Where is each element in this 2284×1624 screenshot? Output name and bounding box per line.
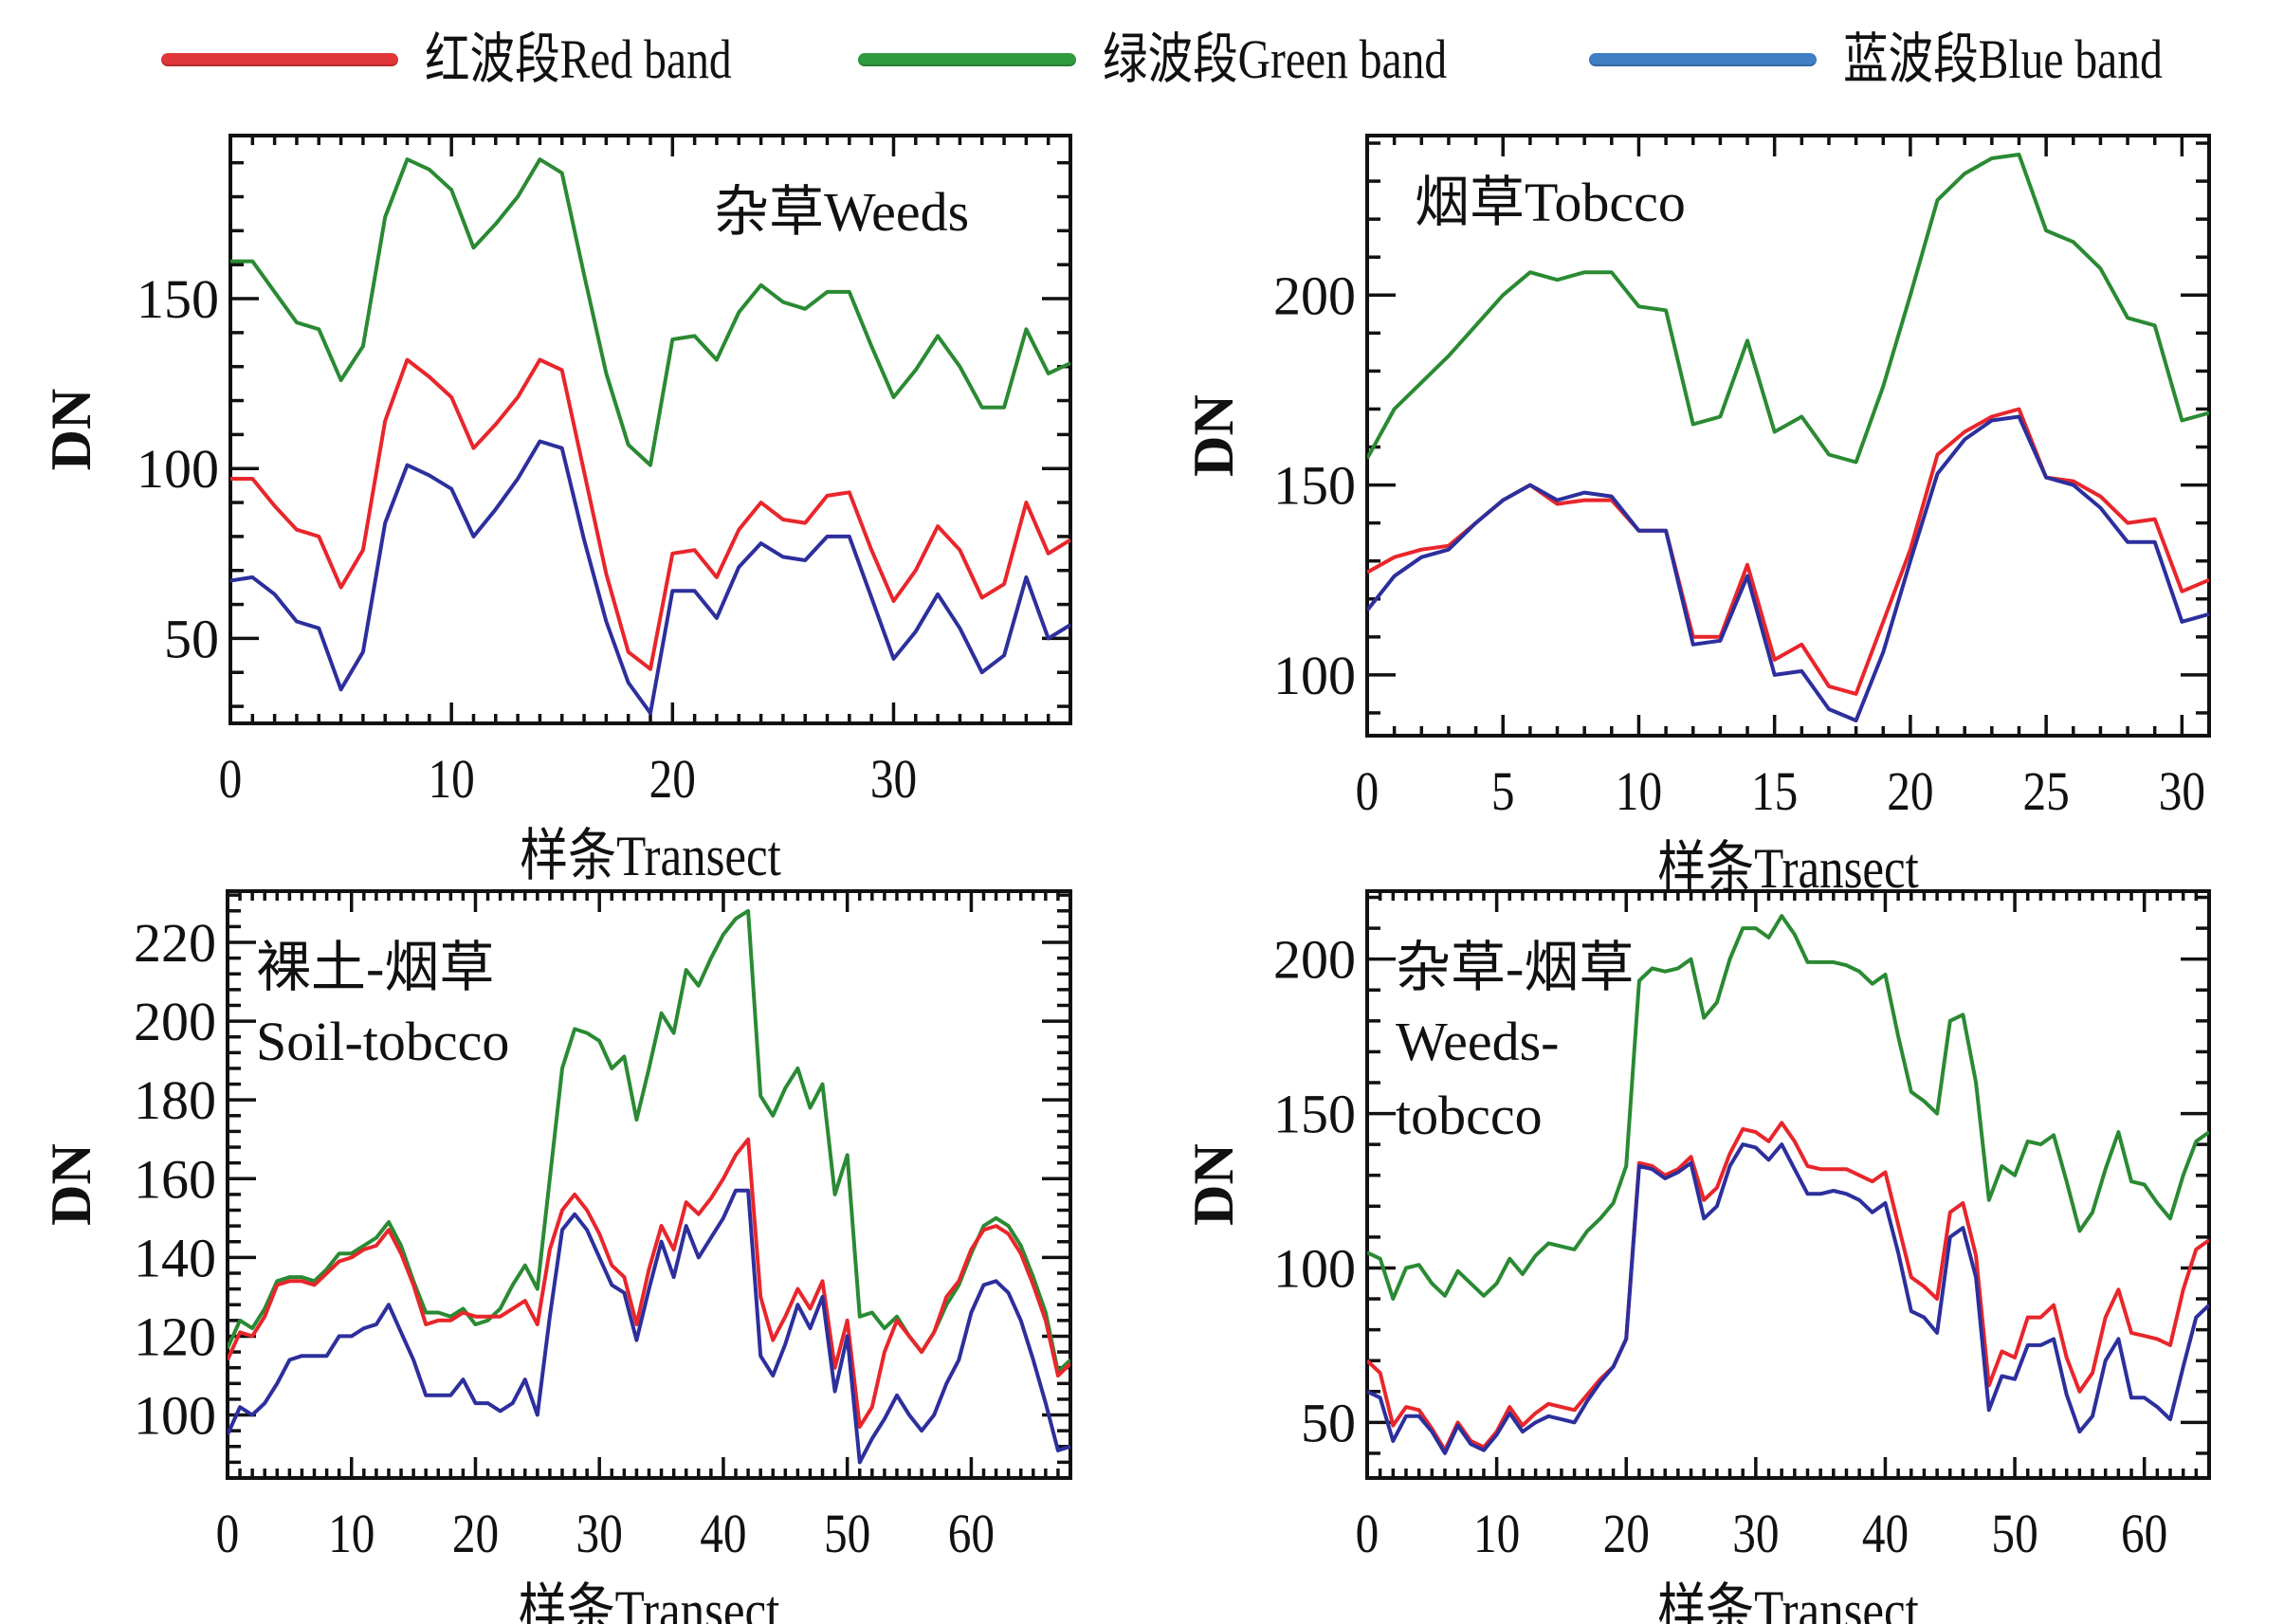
x-tick-label: 30 [576, 1503, 623, 1564]
y-tick-label: 140 [134, 1227, 216, 1288]
plot-frame [226, 889, 1072, 1480]
panel-title: 杂草Weeds [714, 181, 969, 243]
x-tick-label: 10 [1473, 1503, 1520, 1564]
legend-swatch-blue [1589, 53, 1817, 66]
legend-swatch-red [161, 53, 398, 66]
y-tick-label: 200 [134, 991, 216, 1052]
x-axis-title: 样条Transect [520, 825, 781, 888]
y-tick-label: 200 [1273, 265, 1356, 326]
y-tick-label: 100 [134, 1385, 216, 1447]
legend-label-blue: 蓝波段Blue band [1843, 28, 2163, 90]
y-axis-title: DN [1182, 1143, 1245, 1226]
x-tick-label: 30 [2159, 760, 2205, 822]
x-tick-label: 0 [219, 748, 243, 810]
x-tick-label: 0 [216, 1503, 240, 1564]
plot-frame [1365, 134, 2211, 738]
x-tick-label: 40 [700, 1503, 746, 1564]
y-tick-label: 150 [1273, 1084, 1356, 1145]
legend-label-red: 红波段Red band [425, 28, 732, 90]
series-line-red [1367, 1121, 2209, 1452]
y-axis-title: DN [40, 389, 102, 471]
series-line-red [230, 357, 1070, 671]
chart-panel-1: 0 10 20 30 50 100 150 样条Transect DN 杂草Weeds [40, 134, 1072, 888]
legend-item-green: 绿波段Green band [858, 27, 1523, 93]
panel-title-line: tobcco [1396, 1085, 1543, 1146]
x-tick-label: 25 [2022, 760, 2069, 822]
chart-panel-2: 0 5 10 15 20 25 30100150200样条TransectDN烟草Tobcc… [1182, 134, 2211, 901]
panel-title: 裸土-烟草 [256, 937, 494, 998]
x-tick-label: 0 [1356, 760, 1380, 822]
x-tick-label: 60 [2121, 1503, 2167, 1564]
y-tick-label: 150 [1273, 455, 1356, 517]
panel-title-line: Soil-tobcco [256, 1011, 509, 1072]
panel-title-line: Weeds- [1396, 1011, 1559, 1072]
x-tick-label: 20 [1603, 1503, 1650, 1564]
legend-label-green: 绿波段Green band [1103, 28, 1448, 90]
x-tick-label: 60 [948, 1503, 995, 1564]
x-tick-label: 10 [429, 748, 475, 810]
legend-item-red: 红波段Red band [161, 27, 799, 93]
x-tick-label: 10 [1616, 760, 1662, 822]
x-tick-label: 50 [1991, 1503, 2037, 1564]
x-tick-label: 5 [1491, 760, 1515, 822]
series-line-blue [228, 1188, 1070, 1465]
y-axis-title: DN [1182, 394, 1245, 477]
series-line-blue [230, 439, 1070, 716]
y-tick-label: 200 [1273, 929, 1356, 991]
x-tick-label: 40 [1862, 1503, 1909, 1564]
x-tick-label: 30 [1732, 1503, 1779, 1564]
x-tick-label: 15 [1751, 760, 1798, 822]
series-line-blue [1367, 1142, 2209, 1455]
legend-item-blue: 蓝波段Blue band [1589, 27, 2233, 93]
x-tick-label: 30 [870, 748, 917, 810]
x-tick-label: 20 [1887, 760, 1933, 822]
plot-frame [228, 134, 1072, 725]
x-axis-title: 样条Transect [519, 1579, 780, 1624]
y-tick-label: 120 [134, 1305, 216, 1367]
y-tick-label: 50 [164, 608, 219, 669]
y-axis-title: DN [40, 1143, 102, 1226]
chart-panel-3: 0 10 20 30 40 50 60 100 120 140 160 180 200 220 样条Tran… [40, 889, 1072, 1624]
series-line-green [1367, 153, 2209, 465]
series-line-green [1367, 914, 2209, 1301]
legend: 红波段Red band 绿波段Green band 蓝波段Blue band [0, 0, 2284, 123]
series-line-green [230, 157, 1070, 467]
y-tick-label: 160 [134, 1148, 216, 1210]
y-tick-label: 180 [134, 1069, 216, 1131]
panel-title: 烟草Tobcco [1415, 172, 1686, 233]
x-tick-label: 10 [328, 1503, 375, 1564]
x-tick-label: 50 [824, 1503, 870, 1564]
series-line-red [228, 1137, 1070, 1429]
y-tick-label: 100 [1273, 645, 1356, 706]
series-line-blue [1367, 414, 2209, 722]
y-tick-label: 150 [137, 268, 219, 330]
x-axis-title: 样条Transect [1657, 1579, 1919, 1624]
y-tick-label: 50 [1301, 1392, 1356, 1453]
y-tick-label: 220 [134, 912, 216, 974]
legend-swatch-green [858, 53, 1076, 66]
x-tick-label: 20 [649, 748, 696, 810]
chart-panel-4: 0 10 20 30 40 50 60 50 100 150 200 样条Transect DN 杂草-烟… [1182, 889, 2211, 1624]
x-tick-label: 0 [1356, 1503, 1380, 1564]
panel-title: 杂草-烟草 [1396, 937, 1634, 998]
y-tick-label: 100 [1273, 1237, 1356, 1299]
y-tick-label: 100 [137, 438, 219, 500]
x-tick-label: 20 [452, 1503, 499, 1564]
